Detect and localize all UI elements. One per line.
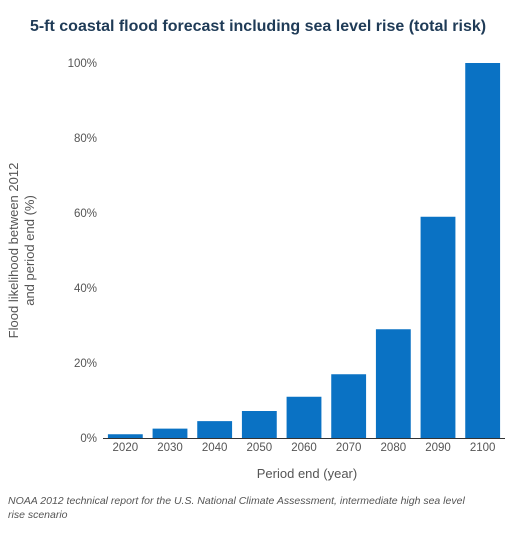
y-axis-title-line: and period end (%)	[22, 195, 37, 306]
y-axis-ticks: 0% 20% 40% 60% 80% 100%	[68, 58, 97, 445]
bar	[375, 329, 411, 438]
y-tick-label: 0%	[80, 433, 97, 445]
bar	[152, 428, 188, 438]
x-tick-label: 2060	[291, 442, 317, 454]
y-tick-label: 20%	[74, 358, 97, 370]
x-axis-ticks: 2020 2030 2040 2050 2060 2070 2080 2090 2100	[113, 442, 496, 454]
x-tick-label: 2030	[157, 442, 183, 454]
bar	[197, 421, 233, 438]
y-axis-title-line: Flood likelihood between 2012	[6, 163, 21, 339]
y-tick-label: 100%	[68, 58, 97, 70]
x-tick-label: 2100	[470, 442, 496, 454]
y-tick-label: 80%	[74, 133, 97, 145]
x-tick-label: 2090	[425, 442, 451, 454]
source-footnote: NOAA 2012 technical report for the U.S. …	[8, 495, 465, 521]
bar	[420, 216, 456, 438]
bars	[107, 63, 501, 438]
y-tick-label: 40%	[74, 283, 97, 295]
y-axis-title: Flood likelihood between 2012 and period …	[6, 163, 37, 339]
y-tick-label: 60%	[74, 208, 97, 220]
bar	[331, 374, 367, 438]
x-tick-label: 2080	[381, 442, 407, 454]
x-tick-label: 2040	[202, 442, 228, 454]
x-tick-label: 2050	[247, 442, 273, 454]
bar	[465, 63, 501, 438]
bar	[241, 411, 277, 438]
bar	[107, 434, 143, 438]
x-tick-label: 2070	[336, 442, 362, 454]
bar	[286, 396, 322, 438]
x-tick-label: 2020	[113, 442, 139, 454]
x-axis-title: Period end (year)	[257, 466, 357, 481]
chart-title: 5-ft coastal flood forecast including se…	[30, 18, 486, 35]
